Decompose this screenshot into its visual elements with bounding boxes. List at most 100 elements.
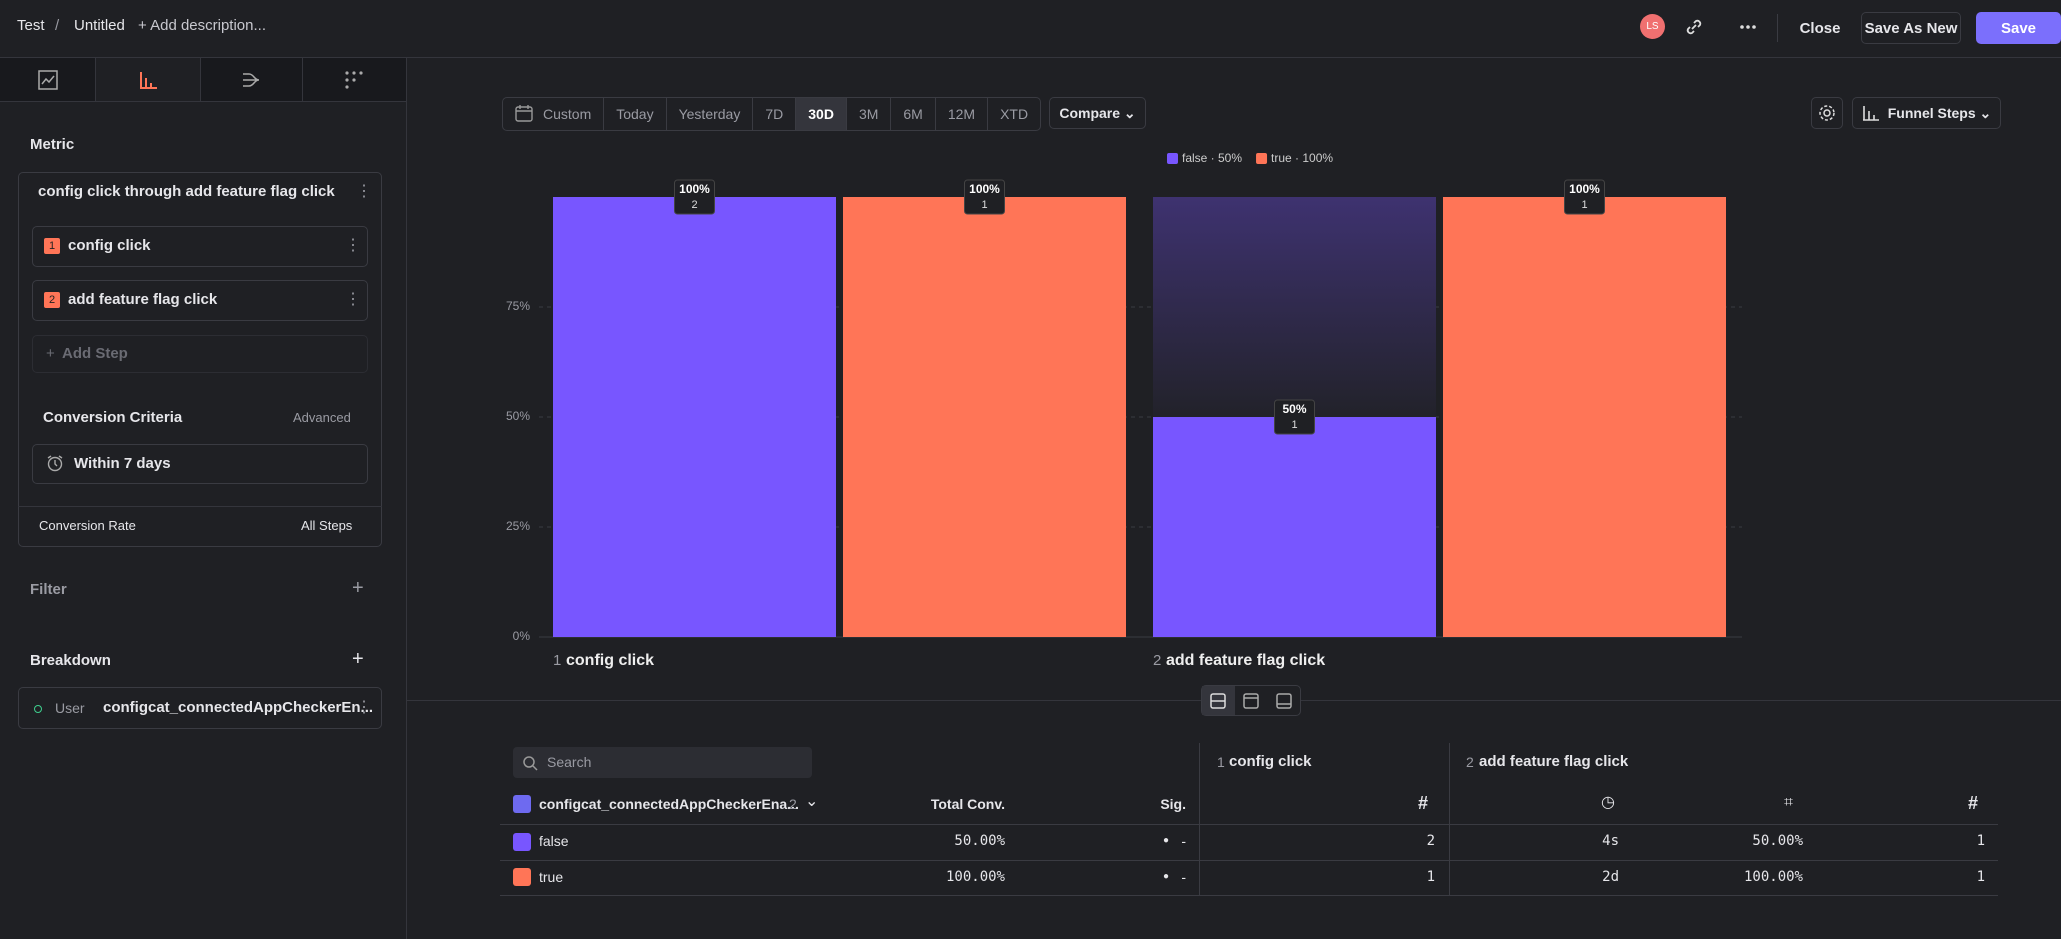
chevron[interactable]: ⌄ — [805, 793, 819, 810]
avatar[interactable]: LS — [1640, 14, 1665, 39]
step-number: 2 — [1153, 652, 1161, 669]
checkbox[interactable] — [513, 795, 531, 813]
menu-icon[interactable]: ⋮ — [356, 183, 372, 200]
sig-dot: ● — [1163, 871, 1170, 882]
tab-insights[interactable] — [0, 58, 97, 101]
view: Funnel Steps — [1887, 105, 1976, 121]
step-label: config click — [566, 652, 654, 669]
all-steps[interactable]: All Steps — [301, 518, 353, 533]
title[interactable]: Untitled — [74, 17, 125, 34]
search-icon — [523, 756, 538, 771]
search-box[interactable] — [513, 747, 812, 778]
close-button[interactable]: Close — [1799, 19, 1841, 37]
sig: - — [1181, 869, 1186, 885]
step-group-label: add feature flag click — [1479, 753, 1629, 770]
row-name: true — [539, 869, 564, 885]
tab-flows[interactable] — [200, 58, 303, 101]
menu-icon[interactable]: ⋮ — [345, 237, 361, 254]
menu-icon[interactable]: ⋮ — [345, 291, 361, 308]
range-button[interactable]: Today — [603, 98, 665, 130]
range-button[interactable]: 6M — [890, 98, 934, 130]
legend-label: true · 100% — [1271, 151, 1333, 165]
step-box[interactable] — [32, 280, 368, 321]
value-label-percent: 100% — [679, 182, 710, 196]
step-label: add feature flag click — [68, 291, 218, 308]
y-tick-label: 25% — [506, 519, 530, 533]
save-button[interactable]: Save — [1976, 12, 2061, 44]
add-step-box[interactable] — [32, 335, 368, 373]
step-group-number: 2 — [1466, 754, 1474, 770]
range-button[interactable]: 30D — [795, 98, 846, 130]
value-label: 50%1 — [1274, 399, 1315, 435]
range-button[interactable]: 7D — [752, 98, 795, 130]
bar — [1443, 197, 1726, 637]
row-line — [500, 895, 1998, 896]
checkbox[interactable] — [513, 833, 531, 851]
step-box[interactable] — [32, 226, 368, 267]
value-label-percent: 100% — [1569, 182, 1600, 196]
add-filter[interactable]: + — [352, 577, 364, 599]
bar — [843, 197, 1126, 637]
settings-button[interactable] — [1811, 97, 1843, 129]
step-number: 2 — [44, 292, 60, 308]
breakdown-box[interactable] — [18, 687, 382, 729]
checkbox[interactable] — [513, 868, 531, 886]
value-label: 100% 1 — [1564, 179, 1605, 215]
legend-swatch — [1167, 153, 1178, 164]
divider — [18, 506, 382, 507]
search-placeholder: Search — [547, 754, 592, 770]
rate-icon: ⌗ — [1784, 794, 1794, 811]
range-button[interactable]: 12M — [934, 98, 987, 130]
window-box[interactable] — [32, 444, 368, 484]
legend-label: false · 50% — [1182, 151, 1242, 165]
bar — [1153, 417, 1436, 637]
layout-split[interactable] — [1202, 686, 1235, 715]
step1-count: 2 — [1426, 833, 1435, 849]
range-button[interactable]: Yesterday — [665, 98, 753, 130]
funnel-name[interactable]: config click through add feature flag cl… — [38, 183, 335, 200]
step2-count: 1 — [1976, 869, 1985, 885]
advanced[interactable]: Advanced — [293, 410, 351, 425]
col-divider — [1449, 743, 1450, 895]
tab-retention[interactable] — [302, 58, 407, 101]
value-label-box — [1274, 399, 1315, 435]
row-line — [500, 824, 1998, 825]
step2-rate: 50.00% — [1752, 833, 1803, 849]
menu-icon[interactable]: ⋮ — [356, 699, 372, 716]
breakdown-scope: User — [55, 700, 85, 716]
layout-toggle — [1201, 685, 1301, 716]
tab-funnels[interactable] — [96, 58, 201, 101]
link-icon[interactable] — [1684, 17, 1704, 37]
compare-button[interactable]: Compare ⌄ — [1049, 97, 1146, 129]
project[interactable]: Test — [17, 17, 45, 34]
range-button[interactable]: Custom — [543, 106, 592, 122]
more-icon[interactable] — [1738, 17, 1758, 37]
step1-count: 1 — [1426, 869, 1435, 885]
add-breakdown[interactable]: + — [352, 648, 364, 670]
breakdown-column: configcat_connectedAppCheckerEna... — [539, 796, 799, 812]
range-button[interactable]: XTD — [987, 98, 1040, 130]
add-step[interactable]: Add Step — [62, 345, 128, 362]
window: Within 7 days — [74, 455, 171, 472]
view-button[interactable]: Funnel Steps ⌄ — [1852, 97, 2001, 129]
sig-dot: ● — [1163, 835, 1170, 846]
tabs — [0, 58, 407, 102]
clock-icon — [47, 455, 63, 472]
step2-count: 1 — [1976, 833, 1985, 849]
plus-icon: + — [46, 345, 55, 362]
layout-chart[interactable] — [1235, 686, 1268, 715]
value-label-box — [964, 179, 1005, 215]
range-button[interactable]: 3M — [845, 98, 890, 130]
step-group-number: 1 — [1217, 754, 1225, 770]
count-icon: # — [1418, 793, 1429, 813]
compare: Compare — [1059, 105, 1121, 121]
value-label: 100% 1 — [964, 179, 1005, 215]
value-label: 100% 2 — [674, 179, 715, 215]
funnel-chart: 0% 25% 50% 75% 1 config click 2 add feature fla… — [506, 151, 1742, 669]
save-as-new-button[interactable]: Save As New — [1861, 12, 1961, 44]
add-description[interactable]: + Add description... — [138, 17, 266, 34]
step-number: 1 — [44, 238, 60, 254]
conversion-rate[interactable]: Conversion Rate — [39, 518, 136, 533]
layout-table[interactable] — [1267, 686, 1300, 715]
user-dot — [34, 705, 42, 713]
